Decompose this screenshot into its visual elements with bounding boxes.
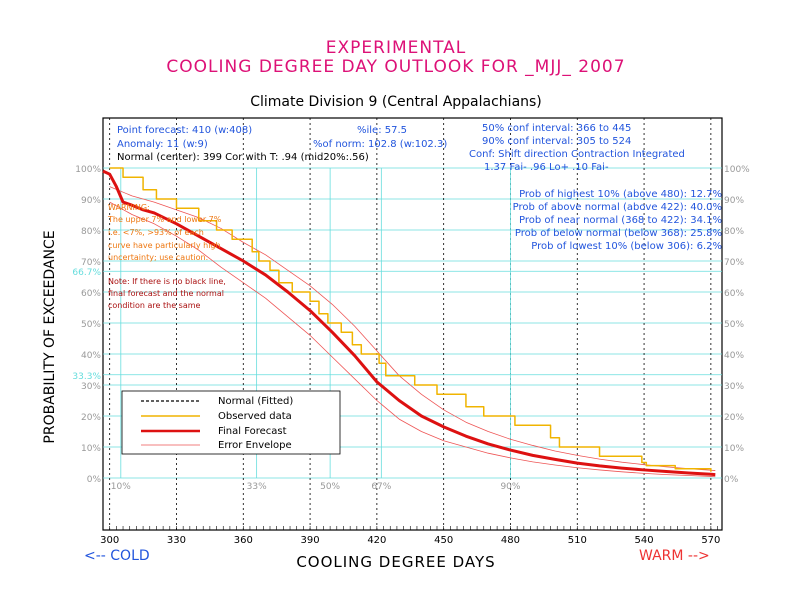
- percentile-label: 33%: [247, 482, 267, 492]
- y-tick-label-left: 50%: [81, 320, 101, 330]
- y-tick-label-left: 40%: [81, 351, 101, 361]
- y-tick-label-left: 100%: [75, 165, 101, 175]
- prob-near-normal: Prob of near normal (368 to 422): 34.1%: [518, 215, 722, 226]
- percentile-label: 10%: [111, 482, 131, 492]
- warning-line-5: uncertainty; use caution.: [108, 253, 209, 262]
- y-axis-label: PROBABILITY OF EXCEEDANCE: [42, 230, 58, 443]
- x-tick-label: 450: [434, 535, 453, 546]
- error-envelope-upper: [109, 186, 716, 471]
- percent-of-normal: %of norm: 102.8 (w:102.3): [313, 139, 448, 150]
- plot-border: [102, 117, 723, 531]
- legend-label-final: Final Forecast: [218, 426, 287, 437]
- warm-label: WARM -->: [639, 548, 710, 564]
- observed-data-step: [109, 167, 712, 472]
- conf-interval-90: 90% conf interval: 305 to 524: [482, 136, 632, 147]
- x-tick-label: 330: [167, 535, 186, 546]
- legend-label-observed: Observed data: [218, 411, 292, 422]
- plot-frame: [102, 117, 723, 531]
- axis-ticks: 0% 0% 10% 10% 20% 20% 30% 30% 40% 40% 50% 50% 60% 60%…: [75, 165, 750, 546]
- point-forecast: Point forecast: 410 (w:408): [117, 125, 253, 136]
- y-tick-label-left: 80%: [81, 227, 101, 237]
- title-line-1: EXPERIMENTAL: [325, 38, 467, 58]
- prob-below-normal: Prob of below normal (below 368): 25.8%: [514, 228, 722, 239]
- y-tick-label-right: 60%: [724, 289, 744, 299]
- x-axis-label: COOLING DEGREE DAYS: [296, 553, 496, 571]
- y-tick-label-right: 40%: [724, 351, 744, 361]
- note-line-2: final forecast and the normal: [108, 289, 224, 298]
- conf-header: Conf: Shift direction Contraction Integr…: [469, 149, 685, 160]
- percentile-label: 90%: [500, 482, 520, 492]
- percentile-label: 50%: [320, 482, 340, 492]
- y-tick-label-right: 50%: [724, 320, 744, 330]
- normal-center: Normal (center): 399 Cor with T: .94 (mi…: [117, 152, 369, 163]
- y-tick-label-left: 20%: [81, 413, 101, 423]
- conf-interval-50: 50% conf interval: 366 to 445: [482, 123, 632, 134]
- warning-line-1: WARNING:: [108, 203, 150, 212]
- x-tick-label: 540: [635, 535, 654, 546]
- x-tick-label: 420: [367, 535, 386, 546]
- y-tick-label-right: 100%: [724, 165, 750, 175]
- y-tick-label-left: 60%: [81, 289, 101, 299]
- percentile-value: %ile: 57.5: [357, 125, 408, 136]
- conf-values: 1.37 Fai- .96 Lo+ .10 Fai-: [484, 162, 609, 173]
- y-tick-label-right: 80%: [724, 227, 744, 237]
- legend: [121, 390, 341, 455]
- cold-label: <-- COLD: [84, 548, 150, 564]
- y-tick-label-left: 90%: [81, 196, 101, 206]
- y-tick-label-left: 30%: [81, 382, 101, 392]
- title-line-2: COOLING DEGREE DAY OUTLOOK FOR _MJJ_ 200…: [166, 57, 626, 77]
- x-tick-label: 360: [234, 535, 253, 546]
- prob-lowest-10: Prob of lowest 10% (below 306): 6.2%: [531, 241, 722, 252]
- prob-highest-10: Prob of highest 10% (above 480): 12.7%: [519, 189, 722, 200]
- legend-label-normal: Normal (Fitted): [218, 396, 294, 407]
- grid-lines: [103, 118, 722, 530]
- x-tick-label: 300: [100, 535, 119, 546]
- note-line-1: Note: If there is no black line,: [108, 277, 226, 286]
- y-tick-label-right: 20%: [724, 413, 744, 423]
- x-tick-label: 510: [568, 535, 587, 546]
- final-forecast-line: [102, 169, 716, 477]
- error-envelope-lower: [109, 201, 716, 478]
- x-tick-label: 390: [301, 535, 320, 546]
- y-tick-label-right: 0%: [724, 475, 739, 485]
- y-tick-label-left: 10%: [81, 444, 101, 454]
- y-tick-label-right: 90%: [724, 196, 744, 206]
- y-tick-label-right: 10%: [724, 444, 744, 454]
- y-tick-label-left: 0%: [87, 475, 102, 485]
- y-tick-label-right: 70%: [724, 258, 744, 268]
- text-layer: PROBABILITY OF EXCEEDANCE: [42, 230, 58, 443]
- probability-ref-label: 66.7%: [72, 268, 101, 278]
- x-tick-label: 480: [501, 535, 520, 546]
- probability-ref-label: 33.3%: [72, 372, 101, 382]
- y-tick-label-right: 30%: [724, 382, 744, 392]
- y-tick-label-left: 70%: [81, 258, 101, 268]
- data-series: [102, 167, 716, 478]
- warning-line-4: curve have particularly high: [108, 241, 221, 250]
- warning-line-3: i.e. <7%, >93% of each: [108, 228, 204, 237]
- warning-line-2: The upper 7% and lower 7%: [108, 215, 222, 224]
- legend-label-envelope: Error Envelope: [218, 440, 292, 451]
- x-tick-label: 570: [701, 535, 720, 546]
- note-line-3: condition are the same: [108, 301, 201, 310]
- percentile-label: 67%: [371, 482, 391, 492]
- anomaly: Anomaly: 11 (w:9): [117, 139, 208, 150]
- prob-above-normal: Prob of above normal (above 422): 40.0%: [512, 202, 722, 213]
- chart-subtitle: Climate Division 9 (Central Appalachians…: [250, 94, 542, 110]
- percentile-reference-lines: 10% 33% 50% 67% 90% 66.7% 33.3%: [72, 168, 722, 492]
